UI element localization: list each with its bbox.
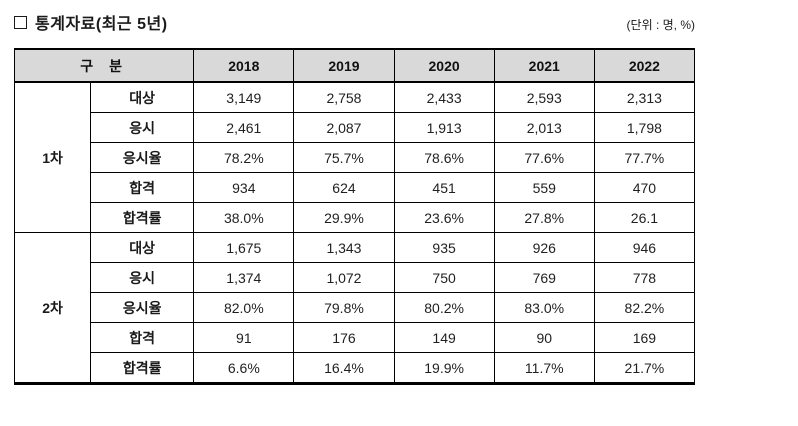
- section-round1: 1차 대상 3,149 2,758 2,433 2,593 2,313 응시 2…: [13, 81, 696, 233]
- header-row: 구 분 2018 2019 2020 2021 2022: [13, 48, 696, 83]
- table-row: 합격률 6.6% 16.4% 19.9% 11.7% 21.7%: [15, 352, 696, 384]
- data-cell: 80.2%: [393, 292, 495, 323]
- table-row: 응시 2,461 2,087 1,913 2,013 1,798: [15, 112, 696, 143]
- data-cell: 2,593: [493, 81, 595, 113]
- data-cell: 1,374: [193, 262, 295, 293]
- data-cell: 77.6%: [493, 142, 595, 173]
- data-cell: 926: [493, 232, 595, 263]
- data-cell: 3,149: [193, 81, 295, 113]
- table-row: 합격 934 624 451 559 470: [15, 172, 696, 203]
- data-cell: 451: [393, 172, 495, 203]
- row-label: 대상: [90, 81, 195, 113]
- data-cell: 16.4%: [293, 352, 395, 384]
- table-row: 합격률 38.0% 29.9% 23.6% 27.8% 26.1: [15, 202, 696, 233]
- data-cell: 1,913: [393, 112, 495, 143]
- unit-note: (단위 : 명, %): [626, 18, 695, 32]
- data-cell: 78.2%: [193, 142, 295, 173]
- data-cell: 75.7%: [293, 142, 395, 173]
- data-cell: 149: [393, 322, 495, 353]
- data-cell: 1,343: [293, 232, 395, 263]
- data-cell: 38.0%: [193, 202, 295, 233]
- data-cell: 27.8%: [493, 202, 595, 233]
- data-cell: 19.9%: [393, 352, 495, 384]
- statistics-table: 구 분 2018 2019 2020 2021 2022 1차 대상 3,149…: [13, 48, 696, 385]
- year-header-2021: 2021: [493, 48, 595, 83]
- year-header-2019: 2019: [293, 48, 395, 83]
- data-cell: 1,072: [293, 262, 395, 293]
- row-label: 응시: [90, 262, 195, 293]
- section-label-round2: 2차: [13, 232, 92, 384]
- row-label: 응시율: [90, 292, 195, 323]
- row-label: 합격률: [90, 352, 195, 384]
- section-label-round1: 1차: [13, 81, 92, 233]
- data-cell: 6.6%: [193, 352, 295, 384]
- data-cell: 2,087: [293, 112, 395, 143]
- year-header-2020: 2020: [393, 48, 495, 83]
- data-cell: 11.7%: [493, 352, 595, 384]
- row-label: 응시율: [90, 142, 195, 173]
- data-cell: 2,461: [193, 112, 295, 143]
- square-bullet-icon: [14, 15, 27, 29]
- table-row: 1차 대상 3,149 2,758 2,433 2,593 2,313: [13, 81, 696, 233]
- data-cell: 935: [393, 232, 495, 263]
- data-cell: 559: [493, 172, 595, 203]
- data-cell: 470: [593, 172, 696, 203]
- page-title: 통계자료(최근 5년): [14, 10, 168, 34]
- year-header-2018: 2018: [193, 48, 295, 83]
- data-cell: 750: [393, 262, 495, 293]
- data-cell: 624: [293, 172, 395, 203]
- data-cell: 169: [593, 322, 696, 353]
- data-cell: 1,798: [593, 112, 696, 143]
- title-bar: 통계자료(최근 5년) (단위 : 명, %): [14, 10, 695, 34]
- table-row: 합격 91 176 149 90 169: [15, 322, 696, 353]
- data-cell: 83.0%: [493, 292, 595, 323]
- table-header: 구 분 2018 2019 2020 2021 2022: [13, 48, 696, 83]
- data-cell: 946: [593, 232, 696, 263]
- row-label: 응시: [90, 112, 195, 143]
- table-row: 응시율 78.2% 75.7% 78.6% 77.6% 77.7%: [15, 142, 696, 173]
- data-cell: 23.6%: [393, 202, 495, 233]
- data-cell: 90: [493, 322, 595, 353]
- section-round2: 2차 대상 1,675 1,343 935 926 946 응시 1,374 1…: [13, 232, 696, 384]
- table-row: 2차 대상 1,675 1,343 935 926 946: [13, 232, 696, 384]
- data-cell: 78.6%: [393, 142, 495, 173]
- data-cell: 778: [593, 262, 696, 293]
- table-row: 응시율 82.0% 79.8% 80.2% 83.0% 82.2%: [15, 292, 696, 323]
- data-cell: 77.7%: [593, 142, 696, 173]
- data-cell: 2,313: [593, 81, 696, 113]
- data-cell: 2,013: [493, 112, 595, 143]
- row-label: 대상: [90, 232, 195, 263]
- data-cell: 82.2%: [593, 292, 696, 323]
- data-cell: 21.7%: [593, 352, 696, 384]
- year-header-2022: 2022: [593, 48, 696, 83]
- category-header: 구 분: [13, 48, 195, 83]
- page: 통계자료(최근 5년) (단위 : 명, %) 구 분 2018 2019 20…: [13, 10, 696, 385]
- data-cell: 1,675: [193, 232, 295, 263]
- row-label: 합격: [90, 172, 195, 203]
- data-cell: 91: [193, 322, 295, 353]
- data-cell: 176: [293, 322, 395, 353]
- data-cell: 26.1: [593, 202, 696, 233]
- page-title-text: 통계자료(최근 5년): [35, 16, 168, 33]
- data-cell: 934: [193, 172, 295, 203]
- row-label: 합격률: [90, 202, 195, 233]
- data-cell: 79.8%: [293, 292, 395, 323]
- row-label: 합격: [90, 322, 195, 353]
- data-cell: 82.0%: [193, 292, 295, 323]
- data-cell: 2,433: [393, 81, 495, 113]
- data-cell: 29.9%: [293, 202, 395, 233]
- table-row: 응시 1,374 1,072 750 769 778: [15, 262, 696, 293]
- data-cell: 2,758: [293, 81, 395, 113]
- data-cell: 769: [493, 262, 595, 293]
